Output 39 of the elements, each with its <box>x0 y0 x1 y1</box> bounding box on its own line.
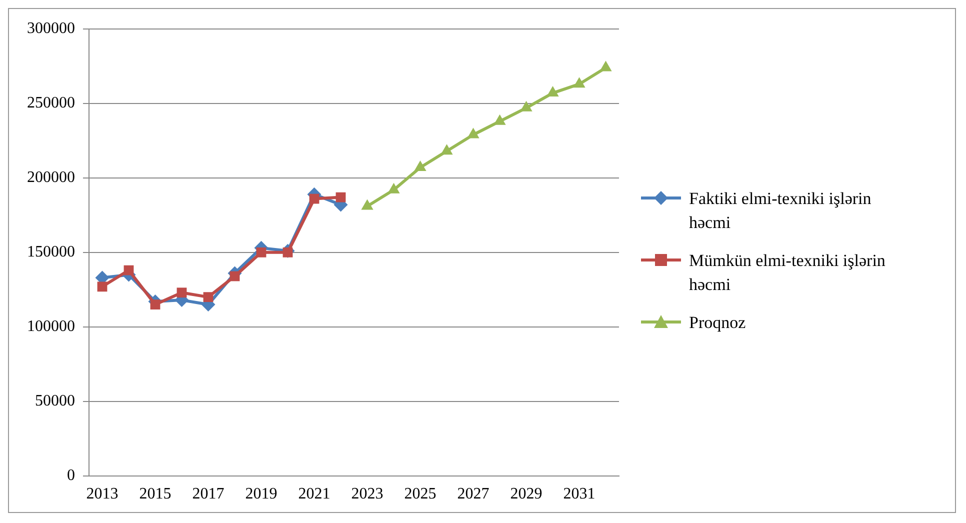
y-tick-label: 300000 <box>27 20 75 38</box>
x-tick-label: 2019 <box>245 486 278 503</box>
point <box>414 160 426 172</box>
x-tick-label: 2013 <box>86 486 118 503</box>
point <box>150 300 160 310</box>
x-tick-label: 2027 <box>457 486 490 503</box>
x-tick-label: 2015 <box>139 486 172 503</box>
legend-label: Proqnoz <box>689 312 747 334</box>
point <box>546 86 559 97</box>
point <box>203 292 214 302</box>
point <box>176 288 187 298</box>
point <box>388 182 400 194</box>
y-tick-label: 50000 <box>35 392 75 410</box>
point <box>336 192 346 202</box>
point <box>440 144 453 155</box>
x-tick-label: 2031 <box>563 486 596 503</box>
y-tick-label: 150000 <box>27 244 75 261</box>
y-tick-label: 250000 <box>27 94 75 112</box>
point <box>494 114 506 125</box>
point <box>467 128 480 138</box>
point <box>600 60 612 72</box>
point <box>124 265 134 276</box>
x-tick-label: 2025 <box>404 486 436 503</box>
point <box>97 282 108 292</box>
point <box>573 77 586 88</box>
y-tick-label: 200000 <box>27 169 75 186</box>
x-tick-label: 2017 <box>192 486 224 503</box>
y-tick-label: 100000 <box>27 318 75 336</box>
point <box>520 100 532 112</box>
x-tick-label: 2023 <box>351 486 384 503</box>
point <box>309 194 320 204</box>
legend-label: Mümkün elmi-texniki işlərin həcmi <box>689 250 886 296</box>
point <box>256 247 266 258</box>
y-tick-label: 0 <box>67 467 75 484</box>
legend-label: Faktiki elmi-texniki işlərin həcmi <box>689 188 872 234</box>
x-tick-label: 2021 <box>298 486 330 503</box>
point <box>361 199 374 210</box>
point <box>230 271 240 282</box>
x-tick-label: 2029 <box>510 486 542 503</box>
